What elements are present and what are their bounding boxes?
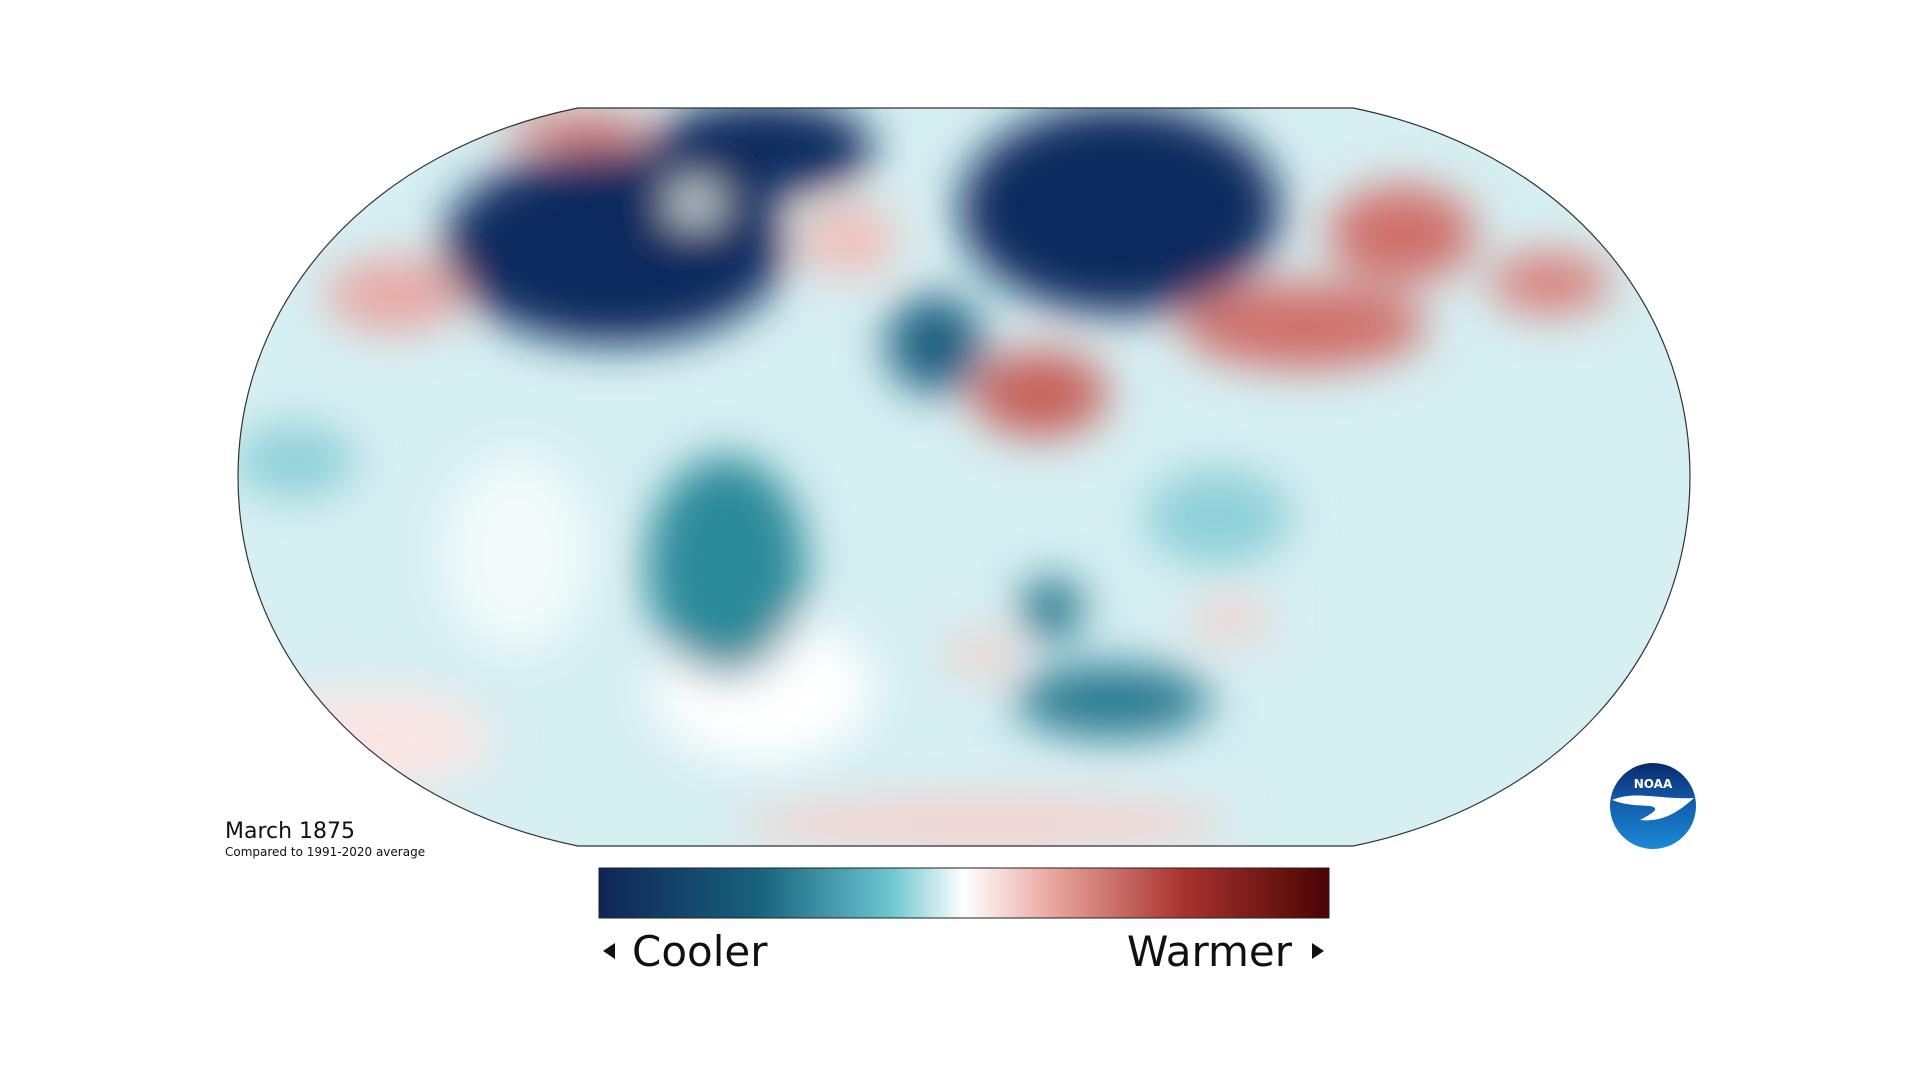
anomaly-patch	[1015, 664, 1211, 738]
color-scale	[598, 867, 1330, 919]
anomaly-patch	[443, 455, 591, 651]
anomaly-patch	[972, 351, 1108, 437]
anomaly-patch	[945, 635, 1015, 675]
warmer-arrow	[1312, 943, 1324, 959]
map-title: March 1875	[225, 819, 355, 844]
anomaly-patch	[504, 111, 652, 147]
anomaly-patch	[646, 456, 806, 676]
anomaly-field	[238, 108, 1690, 846]
logo-bird	[1612, 795, 1694, 821]
cooler-arrow	[603, 943, 615, 959]
anomaly-patch	[738, 799, 1230, 846]
anomaly-patch	[238, 424, 357, 498]
anomaly-patch	[1144, 468, 1292, 566]
anomaly-patch	[800, 203, 898, 277]
warmer-label: Warmer	[1127, 927, 1293, 976]
anomaly-patch	[1190, 600, 1270, 640]
anomaly-patch	[886, 295, 984, 393]
noaa-logo: NOAA	[1610, 763, 1696, 849]
anomaly-patch	[1488, 252, 1612, 314]
anomaly-patch	[1328, 185, 1476, 283]
cooler-label: Cooler	[632, 927, 768, 976]
map-outline	[237, 107, 1691, 847]
anomaly-patch	[1181, 283, 1427, 369]
anomaly-patch	[246, 689, 492, 787]
anomaly-patch	[960, 108, 1280, 314]
anomaly-patch	[653, 108, 873, 197]
anomaly-patch	[670, 185, 720, 221]
anomaly-blobs	[238, 108, 1612, 846]
map-subtitle: Compared to 1991-2020 average	[225, 845, 425, 859]
anomaly-patch	[1021, 578, 1083, 640]
logo-text: NOAA	[1634, 777, 1673, 791]
anomaly-patch	[326, 258, 462, 332]
